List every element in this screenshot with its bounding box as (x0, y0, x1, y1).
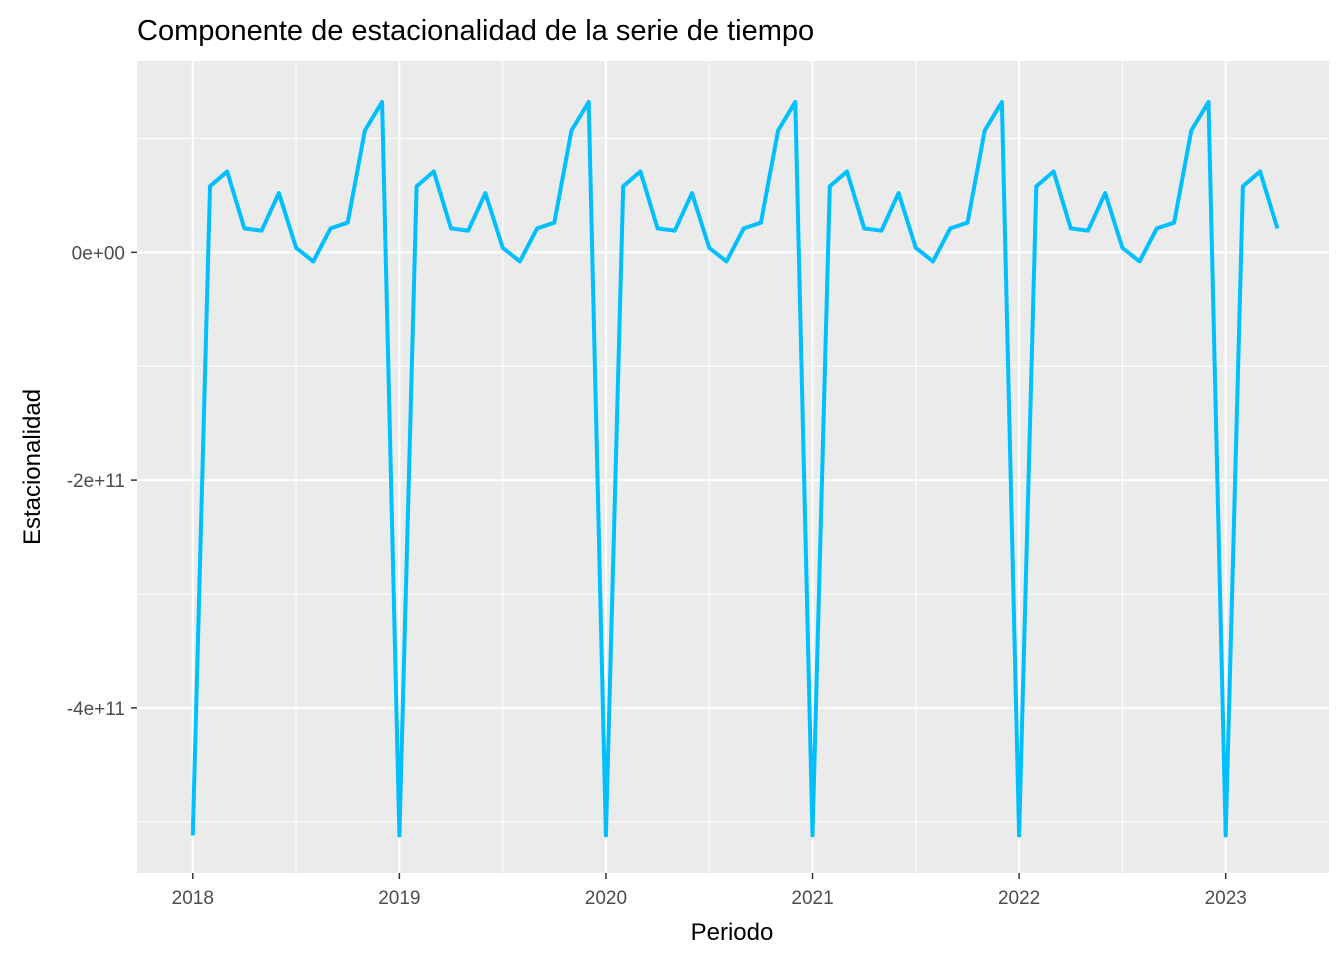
y-tick-label: -2e+11 (67, 471, 125, 492)
x-tick-label: 2020 (585, 888, 627, 909)
y-tick-label: 0e+00 (72, 243, 125, 264)
seasonality-line (190, 100, 1280, 838)
x-axis-title: Periodo (691, 919, 774, 946)
x-tick-label: 2019 (378, 888, 420, 909)
x-axis: 2018 2019 2020 2021 2022 2023 (172, 873, 1247, 909)
x-tick-label: 2018 (172, 888, 214, 909)
x-tick-label: 2023 (1205, 888, 1247, 909)
chart-title: Componente de estacionalidad de la serie… (137, 15, 814, 47)
x-tick-label: 2022 (998, 888, 1040, 909)
y-tick-label: -4e+11 (67, 699, 125, 720)
plot-panel (137, 61, 1329, 873)
minor-gridlines (137, 61, 1329, 873)
y-axis: -4e+11 -2e+11 0e+00 (67, 243, 137, 720)
x-tick-label: 2021 (791, 888, 833, 909)
y-axis-title: Estacionalidad (19, 389, 46, 545)
